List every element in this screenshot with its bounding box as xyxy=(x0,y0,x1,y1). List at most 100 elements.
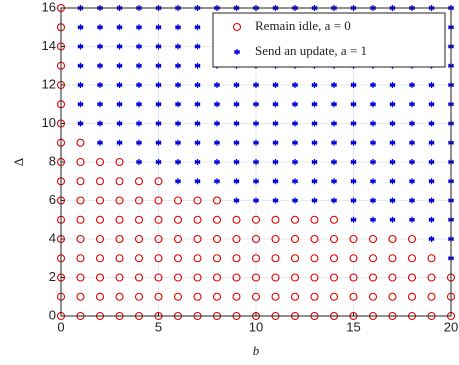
point xyxy=(232,254,241,263)
point xyxy=(175,139,181,146)
point xyxy=(389,120,396,127)
point xyxy=(388,254,397,263)
point xyxy=(77,101,84,108)
point xyxy=(154,196,163,205)
y-tick-label: 2 xyxy=(49,269,56,284)
point xyxy=(97,43,103,50)
point xyxy=(116,82,123,88)
point xyxy=(389,139,396,146)
point xyxy=(155,62,162,69)
point xyxy=(370,216,376,223)
point xyxy=(253,101,259,108)
point xyxy=(290,254,300,263)
point xyxy=(271,273,280,282)
point xyxy=(370,197,376,204)
point xyxy=(95,234,105,244)
point xyxy=(173,292,183,301)
point xyxy=(134,196,144,205)
y-tick-label: 0 xyxy=(49,307,56,322)
point xyxy=(95,215,105,224)
point xyxy=(292,120,298,127)
point xyxy=(175,82,181,88)
point xyxy=(232,234,241,244)
point xyxy=(253,197,259,204)
point xyxy=(409,139,415,146)
point xyxy=(290,234,300,244)
point xyxy=(136,43,142,50)
point xyxy=(115,254,124,263)
x-tick-label: 20 xyxy=(444,319,458,334)
point xyxy=(311,139,318,146)
point xyxy=(409,216,415,223)
x-tick-label: 5 xyxy=(155,319,162,334)
point xyxy=(233,82,240,88)
legend-label: Send an update, a = 1 xyxy=(255,43,367,58)
point xyxy=(136,139,142,146)
point xyxy=(155,159,162,165)
point xyxy=(271,234,280,244)
point xyxy=(350,197,357,204)
point xyxy=(409,120,415,127)
point xyxy=(370,120,376,127)
point xyxy=(193,234,202,244)
point xyxy=(368,273,378,282)
point xyxy=(175,159,181,165)
point xyxy=(232,273,241,282)
point xyxy=(155,43,162,50)
point xyxy=(407,292,417,301)
point xyxy=(233,178,240,185)
point xyxy=(251,215,261,224)
point xyxy=(175,24,181,31)
point xyxy=(233,101,240,108)
point xyxy=(329,292,339,301)
point xyxy=(272,159,279,165)
point xyxy=(349,254,358,263)
point xyxy=(76,138,85,147)
point xyxy=(214,101,220,108)
point xyxy=(428,236,435,242)
point xyxy=(194,101,201,108)
point xyxy=(97,101,103,108)
point xyxy=(368,254,378,263)
point xyxy=(370,101,376,108)
point xyxy=(409,101,415,108)
point xyxy=(136,120,142,127)
legend-marker xyxy=(232,22,242,32)
point xyxy=(214,82,220,88)
point xyxy=(428,101,435,108)
point xyxy=(194,139,201,146)
point xyxy=(134,215,144,224)
point xyxy=(271,254,280,263)
point xyxy=(76,215,85,224)
point xyxy=(173,254,183,263)
point xyxy=(134,254,144,263)
point xyxy=(155,82,162,88)
point xyxy=(155,120,162,127)
point xyxy=(311,159,318,165)
point xyxy=(310,292,319,301)
point xyxy=(136,101,142,108)
point xyxy=(175,101,181,108)
x-tick-label: 15 xyxy=(346,319,360,334)
y-tick-label: 12 xyxy=(42,76,56,91)
point xyxy=(253,120,259,127)
point xyxy=(232,215,241,224)
point xyxy=(349,273,358,282)
point xyxy=(134,273,144,282)
point xyxy=(134,292,144,301)
point xyxy=(389,82,396,88)
point xyxy=(253,139,259,146)
point xyxy=(271,292,280,301)
point xyxy=(409,159,415,165)
point xyxy=(388,292,397,301)
point xyxy=(175,43,181,50)
point xyxy=(116,62,123,69)
point xyxy=(134,234,144,244)
point xyxy=(175,120,181,127)
point xyxy=(329,273,339,282)
legend-box xyxy=(212,12,446,68)
point xyxy=(349,234,358,244)
point xyxy=(95,273,105,282)
point xyxy=(155,139,162,146)
